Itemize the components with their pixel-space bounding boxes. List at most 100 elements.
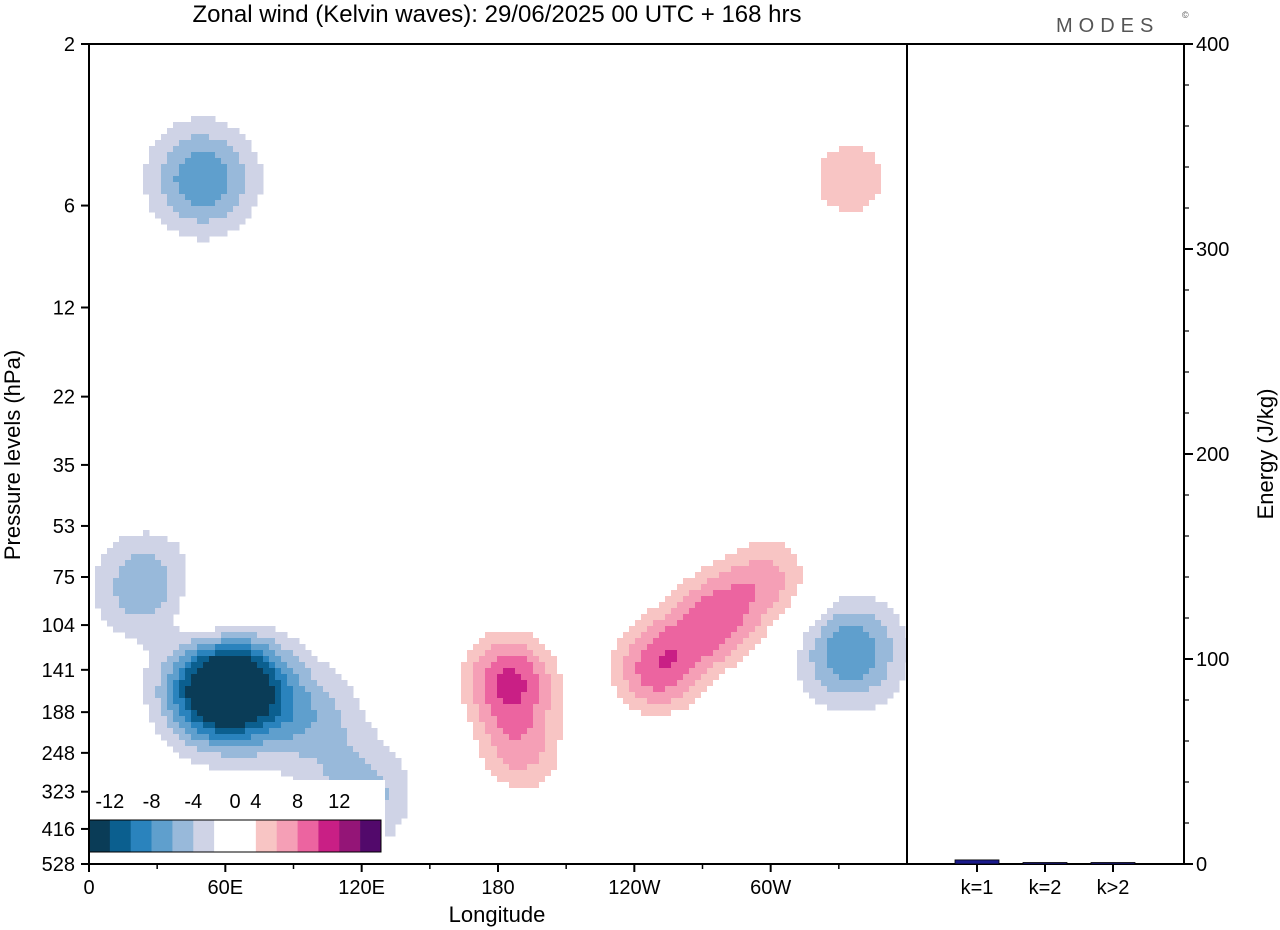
- field-cell: [575, 662, 582, 669]
- field-cell: [623, 686, 630, 693]
- field-cell: [857, 152, 864, 159]
- field-cell: [515, 722, 522, 729]
- field-cell: [197, 158, 204, 165]
- field-cell: [179, 206, 186, 213]
- field-cell: [581, 812, 588, 819]
- field-cell: [527, 746, 534, 753]
- field-cell: [815, 686, 822, 693]
- field-cell: [773, 620, 780, 627]
- field-cell: [743, 644, 750, 651]
- field-cell: [227, 758, 234, 765]
- field-cell: [881, 698, 888, 705]
- field-cell: [287, 746, 294, 753]
- field-cell: [815, 206, 822, 213]
- field-cell: [461, 698, 468, 705]
- field-cell: [731, 530, 738, 537]
- field-cell: [233, 140, 240, 147]
- colorbar-label: -12: [95, 791, 124, 813]
- field-cell: [299, 656, 306, 663]
- field-cell: [845, 170, 852, 177]
- field-cell: [461, 638, 468, 645]
- field-cell: [161, 674, 168, 681]
- field-cell: [323, 770, 330, 777]
- field-cell: [221, 704, 228, 711]
- field-cell: [701, 608, 708, 615]
- field-cell: [581, 818, 588, 825]
- field-cell: [887, 620, 894, 627]
- field-cell: [329, 722, 336, 729]
- field-cell: [737, 560, 744, 567]
- field-cell: [473, 680, 480, 687]
- field-cell: [287, 674, 294, 681]
- field-cell: [815, 674, 822, 681]
- field-cell: [713, 566, 720, 573]
- field-cell: [869, 662, 876, 669]
- field-cell: [845, 686, 852, 693]
- field-cell: [461, 752, 468, 759]
- field-cell: [605, 800, 612, 807]
- field-cell: [479, 620, 486, 627]
- field-cell: [263, 626, 270, 633]
- field-cell: [815, 692, 822, 699]
- field-cell: [791, 530, 798, 537]
- field-cell: [251, 152, 258, 159]
- field-cell: [899, 626, 906, 633]
- field-cell: [815, 134, 822, 141]
- field-cell: [95, 584, 102, 591]
- field-cell: [755, 644, 762, 651]
- field-cell: [173, 122, 180, 129]
- field-cell: [629, 662, 636, 669]
- field-cell: [677, 572, 684, 579]
- field-cell: [803, 644, 810, 651]
- field-cell: [269, 758, 276, 765]
- field-cell: [707, 614, 714, 621]
- field-cell: [725, 602, 732, 609]
- field-cell: [665, 698, 672, 705]
- field-cell: [461, 632, 468, 639]
- field-cell: [101, 602, 108, 609]
- field-cell: [725, 656, 732, 663]
- field-cell: [629, 602, 636, 609]
- field-cell: [791, 602, 798, 609]
- field-cell: [695, 578, 702, 585]
- field-cell: [257, 686, 264, 693]
- field-cell: [641, 650, 648, 657]
- field-cell: [647, 596, 654, 603]
- field-cell: [605, 674, 612, 681]
- field-cell: [671, 692, 678, 699]
- field-cell: [215, 716, 222, 723]
- field-cell: [491, 674, 498, 681]
- field-cell: [503, 668, 510, 675]
- field-cell: [191, 752, 198, 759]
- field-cell: [491, 686, 498, 693]
- field-cell: [827, 662, 834, 669]
- field-cell: [575, 770, 582, 777]
- field-cell: [293, 746, 300, 753]
- field-cell: [905, 656, 907, 663]
- field-cell: [845, 152, 852, 159]
- field-cell: [299, 758, 306, 765]
- field-cell: [371, 728, 378, 735]
- field-cell: [509, 704, 516, 711]
- field-cell: [749, 530, 756, 537]
- energy-category-label: k=2: [1029, 877, 1062, 899]
- field-cell: [857, 596, 864, 603]
- field-cell: [887, 188, 894, 195]
- field-cell: [827, 632, 834, 639]
- field-cell: [155, 620, 162, 627]
- field-cell: [707, 608, 714, 615]
- field-cell: [887, 662, 894, 669]
- field-cell: [317, 668, 324, 675]
- field-cell: [533, 674, 540, 681]
- field-cell: [515, 632, 522, 639]
- x-tick-label: 60E: [208, 877, 244, 899]
- field-cell: [353, 704, 360, 711]
- field-cell: [227, 146, 234, 153]
- field-cell: [101, 572, 108, 579]
- field-cell: [191, 674, 198, 681]
- field-cell: [149, 206, 156, 213]
- field-cell: [689, 632, 696, 639]
- field-cell: [569, 770, 576, 777]
- field-cell: [593, 650, 600, 657]
- field-cell: [539, 788, 546, 795]
